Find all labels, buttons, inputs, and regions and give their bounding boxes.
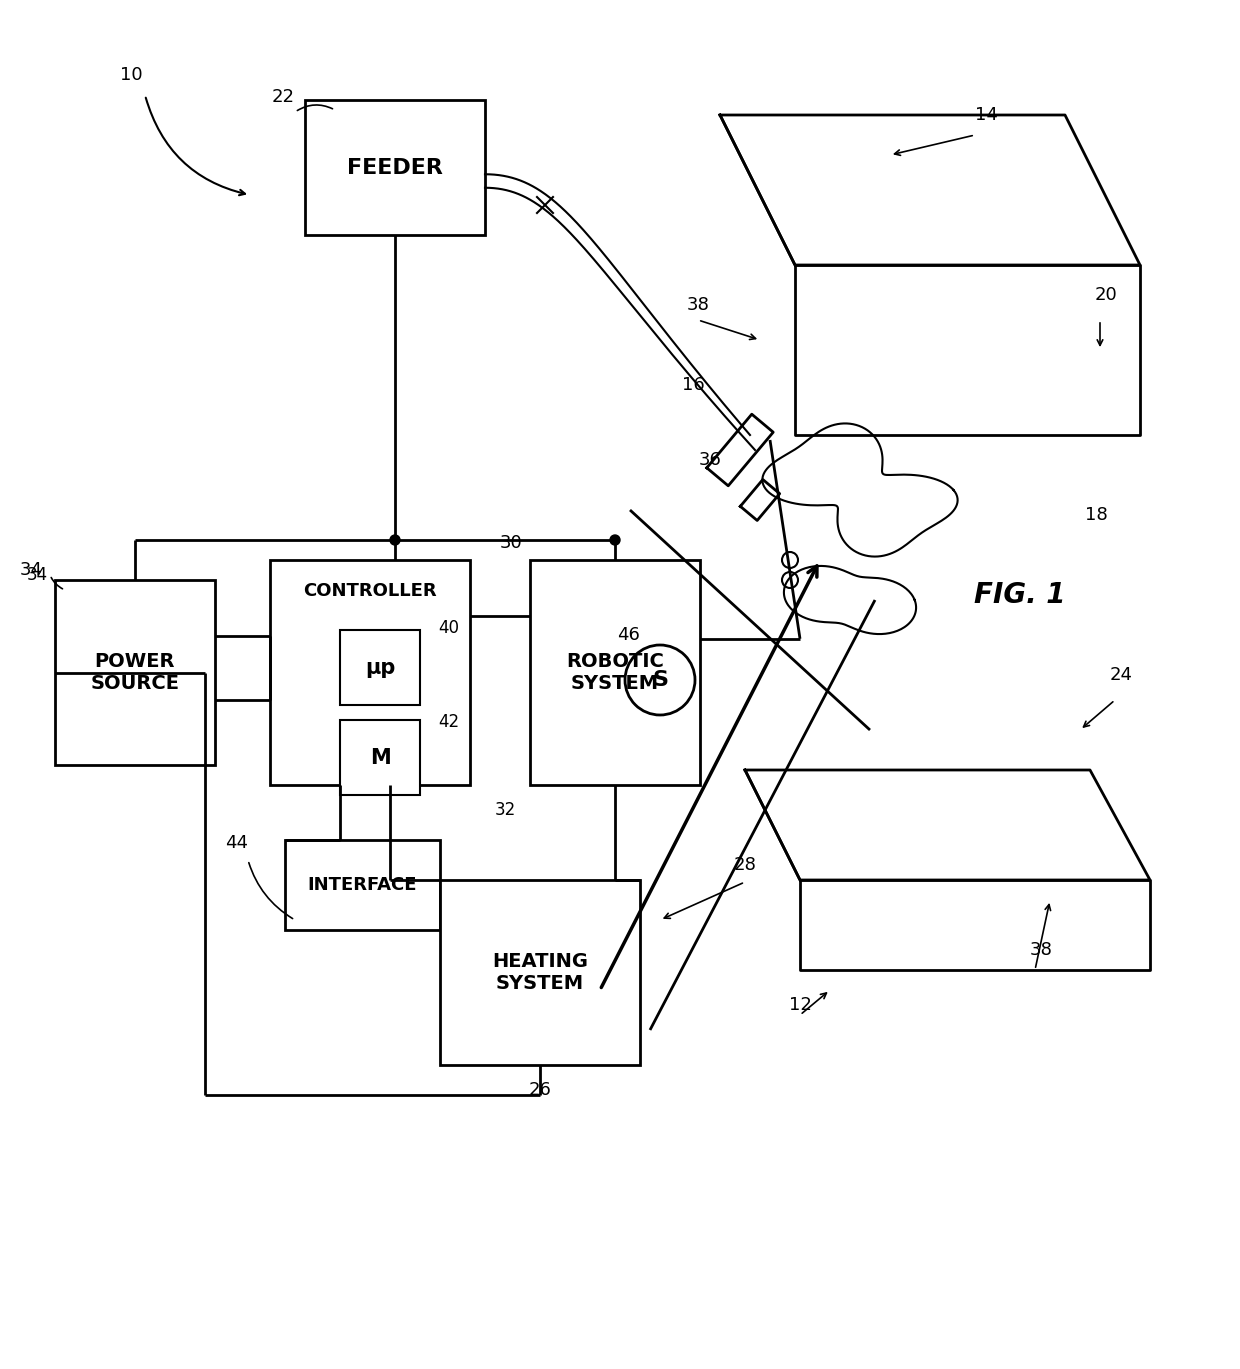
Text: CONTROLLER: CONTROLLER — [304, 582, 436, 600]
Bar — [340, 630, 420, 705]
Text: 10: 10 — [120, 66, 143, 84]
Text: 18: 18 — [1085, 507, 1107, 524]
Text: 34: 34 — [27, 565, 48, 585]
Text: 22: 22 — [272, 88, 295, 105]
Text: S: S — [652, 669, 668, 690]
Text: POWER
SOURCE: POWER SOURCE — [91, 652, 180, 693]
Text: 28: 28 — [734, 856, 756, 873]
Text: 12: 12 — [789, 997, 811, 1014]
Bar — [529, 560, 701, 784]
Text: INTERFACE: INTERFACE — [308, 876, 417, 894]
Bar — [285, 841, 440, 930]
Text: 40: 40 — [438, 619, 459, 637]
Text: ROBOTIC
SYSTEM: ROBOTIC SYSTEM — [567, 652, 663, 693]
Text: 34: 34 — [20, 561, 43, 579]
Bar — [55, 580, 215, 765]
Text: 20: 20 — [1095, 286, 1117, 304]
Text: μp: μp — [365, 657, 396, 678]
Text: 32: 32 — [495, 801, 516, 819]
Text: FEEDER: FEEDER — [347, 157, 443, 178]
Bar — [340, 720, 420, 795]
Text: 38: 38 — [687, 296, 709, 314]
Text: 30: 30 — [500, 534, 522, 552]
Text: 16: 16 — [682, 376, 704, 394]
Text: 36: 36 — [698, 450, 722, 470]
Text: 24: 24 — [1110, 665, 1133, 684]
Bar — [305, 100, 485, 235]
Text: 14: 14 — [975, 105, 998, 125]
Text: HEATING
SYSTEM: HEATING SYSTEM — [492, 951, 588, 993]
Text: 46: 46 — [618, 626, 640, 643]
Circle shape — [391, 535, 401, 545]
Text: 44: 44 — [224, 834, 248, 852]
Bar — [270, 560, 470, 784]
Text: 38: 38 — [1030, 941, 1053, 960]
Bar — [440, 880, 640, 1065]
Circle shape — [610, 535, 620, 545]
Text: M: M — [370, 747, 391, 768]
Text: 42: 42 — [438, 713, 459, 731]
Text: FIG. 1: FIG. 1 — [975, 580, 1065, 609]
Text: 26: 26 — [528, 1082, 552, 1099]
